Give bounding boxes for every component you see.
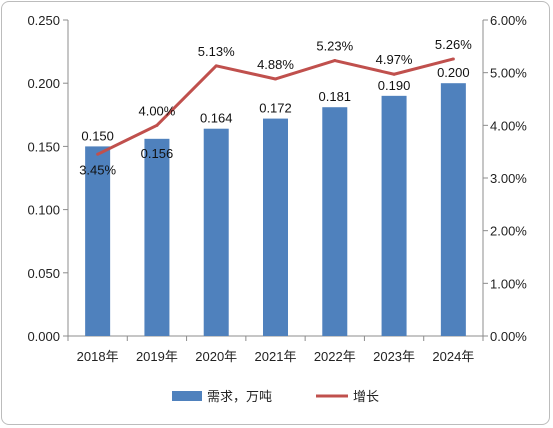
line-data-label: 5.23%	[316, 39, 353, 54]
growth-point	[333, 59, 337, 63]
growth-point	[392, 72, 396, 76]
left-tick-label: 0.050	[27, 266, 60, 281]
right-tick-label: 3.00%	[490, 171, 527, 186]
growth-point	[214, 64, 218, 68]
bar	[440, 83, 466, 336]
bar	[322, 107, 348, 336]
left-tick-label: 0.150	[27, 139, 60, 154]
right-tick-label: 1.00%	[490, 276, 527, 291]
growth-point	[274, 77, 277, 81]
right-tick-label: 4.00%	[490, 118, 527, 133]
right-tick-label: 5.00%	[490, 66, 527, 81]
bar-data-label: 0.150	[81, 128, 114, 143]
line-data-label: 4.00%	[138, 103, 175, 118]
line-data-label: 4.97%	[376, 52, 413, 67]
x-tick-label: 2022年	[314, 349, 356, 364]
line-data-label: 5.13%	[198, 44, 235, 59]
x-tick-label: 2020年	[195, 349, 237, 364]
left-tick-label: 0.000	[27, 329, 60, 344]
legend-label-line: 增长	[353, 390, 379, 405]
bar	[263, 118, 288, 336]
x-tick-label: 2023年	[373, 349, 415, 364]
x-tick-label: 2019年	[136, 349, 178, 364]
legend-swatch-bar	[172, 391, 202, 401]
x-tick-label: 2021年	[255, 349, 297, 364]
left-tick-label: 0.250	[27, 13, 60, 28]
bar-data-label: 0.164	[200, 111, 233, 126]
line-data-label: 4.88%	[257, 57, 294, 72]
growth-point	[451, 57, 455, 61]
bar-data-label: 0.156	[141, 146, 174, 161]
legend-label-bar: 需求，万吨	[207, 390, 272, 405]
right-tick-label: 6.00%	[490, 13, 527, 28]
bar-data-label: 0.181	[319, 89, 352, 104]
growth-point	[155, 123, 159, 127]
bar	[144, 138, 170, 336]
x-tick-label: 2024年	[432, 349, 474, 364]
x-tick-label: 2018年	[77, 349, 119, 364]
growth-point	[96, 152, 100, 156]
bar	[381, 95, 407, 336]
line-data-label: 3.45%	[79, 162, 116, 177]
right-tick-label: 0.00%	[490, 329, 527, 344]
right-tick-label: 2.00%	[490, 224, 527, 239]
bar-data-label: 0.172	[259, 101, 292, 116]
left-tick-label: 0.200	[27, 76, 60, 91]
line-data-label: 5.26%	[435, 37, 472, 52]
bar-data-label: 0.190	[378, 78, 411, 93]
left-tick-label: 0.100	[27, 203, 60, 218]
bar	[85, 146, 111, 336]
bar-data-label: 0.200	[437, 65, 470, 80]
bar	[203, 128, 229, 336]
